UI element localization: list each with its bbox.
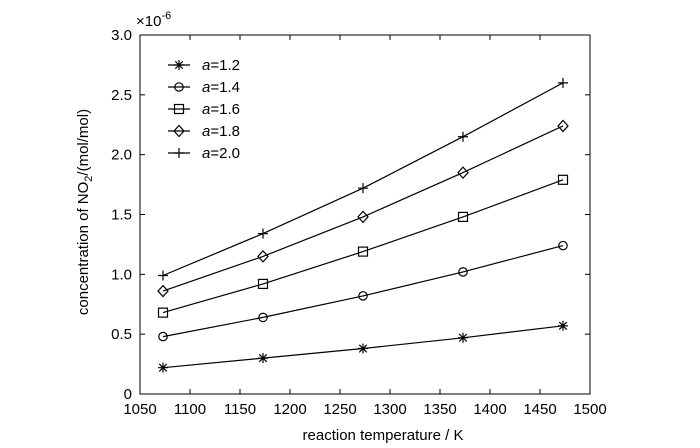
legend-value: =1.2 [210,57,240,74]
data-point [357,210,369,224]
y-multiplier-base: ×10 [136,13,161,30]
data-point [157,284,169,298]
data-point [257,249,269,263]
y-axis-ticks: 0 0.5 1.0 1.5 2.0 2.5 3.0 [111,27,590,403]
y-multiplier-exponent: -6 [161,10,171,22]
data-point [457,211,469,222]
series-3 [157,174,569,318]
data-point [157,307,169,318]
series-5 [158,77,568,281]
data-point [557,119,569,133]
data-point [558,320,568,331]
legend-label: a=2.0 [202,145,240,162]
legend-item: a=1.2 [168,57,240,74]
legend-item: a=2.0 [168,145,240,162]
legend: a=1.2a=1.4a=1.6a=1.8a=2.0 [168,57,240,162]
legend-marker [173,124,185,138]
y-tick-label: 3.0 [111,27,132,44]
y-axis-label-suffix: /(mol/mol) [75,109,92,176]
legend-label: a=1.6 [202,101,240,118]
data-point [457,166,469,180]
y-axis-label: concentration of NO2/(mol/mol) [75,109,95,315]
x-tick-label: 1150 [224,401,256,418]
x-axis-label: reaction temperature / K [303,427,464,444]
data-point [558,240,568,251]
series-4 [157,119,569,298]
x-tick-label: 1350 [423,401,456,418]
data-point [358,183,368,194]
legend-marker [174,82,184,92]
legend-variable: a [202,101,210,118]
x-tick-label: 1250 [323,401,356,418]
x-tick-label: 1400 [473,401,506,418]
data-point [258,228,268,239]
legend-value: =1.6 [210,101,240,118]
legend-marker [174,60,184,70]
legend-variable: a [202,145,210,162]
data-point [358,291,368,301]
data-point [258,353,268,364]
legend-value: =2.0 [210,145,240,162]
y-tick-label: 2.0 [111,147,132,164]
y-tick-label: 0.5 [111,326,132,343]
x-tick-label: 1050 [123,401,156,418]
data-point [558,77,568,88]
data-point [158,270,168,281]
legend-label: a=1.8 [202,123,240,140]
series-1 [158,320,568,373]
legend-item: a=1.4 [168,79,240,96]
x-tick-label: 1450 [523,401,556,418]
y-axis-multiplier: ×10-6 [136,10,171,30]
legend-marker [173,103,185,115]
data-point [357,246,369,257]
series-line [162,125,564,292]
legend-label: a=1.4 [202,79,240,96]
data-point [158,331,168,342]
y-axis-label-prefix: concentration of NO [75,182,92,315]
x-tick-label: 1200 [273,401,306,418]
series-2 [158,240,568,342]
x-tick-label: 1500 [573,401,606,418]
series-layer [157,77,569,373]
series-line [162,179,564,314]
legend-marker [174,148,184,158]
y-axis-label-subscript: 2 [83,176,95,182]
y-tick-label: 2.5 [111,87,132,104]
legend-variable: a [202,123,210,140]
x-tick-label: 1100 [174,401,206,418]
y-tick-label: 1.0 [111,266,132,283]
legend-label: a=1.2 [202,57,240,74]
data-point [258,312,268,323]
x-axis-ticks: 1050 1100 1150 1200 1250 1300 1350 1400 1450 1500 [123,35,607,418]
data-point [458,267,468,277]
data-point [458,332,468,343]
series-line [162,245,564,338]
legend-item: a=1.6 [168,101,240,118]
data-point [557,174,569,185]
legend-value: =1.4 [210,79,240,96]
legend-variable: a [202,57,210,74]
legend-item: a=1.8 [168,123,240,140]
y-tick-label: 1.5 [111,207,132,224]
x-tick-label: 1300 [373,401,406,418]
legend-variable: a [202,79,210,96]
data-point [358,343,368,354]
data-point [158,362,168,373]
legend-value: =1.8 [210,123,240,140]
data-point [257,278,269,290]
data-point [458,131,468,142]
y-tick-label: 0 [124,386,132,403]
